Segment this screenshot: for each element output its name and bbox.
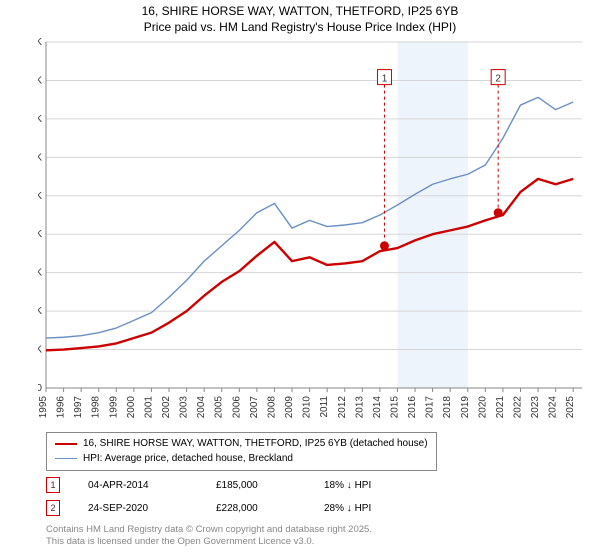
svg-text:2017: 2017 <box>425 396 436 418</box>
svg-text:2013: 2013 <box>354 396 365 418</box>
svg-text:2005: 2005 <box>214 396 225 418</box>
svg-text:2011: 2011 <box>319 396 330 418</box>
svg-text:2000: 2000 <box>126 396 137 418</box>
svg-text:1997: 1997 <box>73 396 84 418</box>
svg-text:2003: 2003 <box>179 396 190 418</box>
svg-text:£300K: £300K <box>38 152 42 163</box>
svg-text:2016: 2016 <box>407 396 418 418</box>
svg-text:2: 2 <box>495 74 501 85</box>
footer-line-2: This data is licensed under the Open Gov… <box>46 536 372 548</box>
svg-text:2019: 2019 <box>460 396 471 418</box>
svg-text:£150K: £150K <box>38 268 42 279</box>
sale-price: £185,000 <box>216 480 296 491</box>
svg-text:2004: 2004 <box>196 396 207 418</box>
svg-text:1996: 1996 <box>56 396 67 418</box>
svg-text:1: 1 <box>382 74 388 85</box>
svg-text:2025: 2025 <box>565 396 576 418</box>
chart-container: 16, SHIRE HORSE WAY, WATTON, THETFORD, I… <box>0 0 600 560</box>
sale-price: £228,000 <box>216 503 296 514</box>
legend-swatch <box>55 458 77 459</box>
svg-text:2015: 2015 <box>389 396 400 418</box>
svg-text:2006: 2006 <box>231 396 242 418</box>
svg-text:£100K: £100K <box>38 306 42 317</box>
svg-text:£450K: £450K <box>38 38 42 48</box>
svg-text:£350K: £350K <box>38 114 42 125</box>
svg-text:£0: £0 <box>38 383 42 394</box>
svg-text:1995: 1995 <box>38 396 49 418</box>
svg-text:£200K: £200K <box>38 229 42 240</box>
legend-row: HPI: Average price, detached house, Brec… <box>55 452 428 467</box>
title-line-1: 16, SHIRE HORSE WAY, WATTON, THETFORD, I… <box>0 4 600 20</box>
svg-text:2022: 2022 <box>512 396 523 418</box>
chart-svg: £0 £50K £100K £150K £200K £250K £300K £350K £400… <box>38 38 582 418</box>
svg-text:2008: 2008 <box>266 396 277 418</box>
sale-delta: 18% ↓ HPI <box>324 480 371 491</box>
svg-text:1998: 1998 <box>91 396 102 418</box>
sale-marker-icon: 1 <box>46 477 60 493</box>
legend-row: 16, SHIRE HORSE WAY, WATTON, THETFORD, I… <box>55 437 428 452</box>
sale-date: 04-APR-2014 <box>88 480 188 491</box>
svg-text:2002: 2002 <box>161 396 172 418</box>
sale-marker-icon: 2 <box>46 500 60 516</box>
svg-text:2010: 2010 <box>302 396 313 418</box>
svg-text:£400K: £400K <box>38 75 42 86</box>
svg-text:2021: 2021 <box>495 396 506 418</box>
legend-label: HPI: Average price, detached house, Brec… <box>83 452 293 467</box>
title-block: 16, SHIRE HORSE WAY, WATTON, THETFORD, I… <box>0 0 600 37</box>
chart-area: £0 £50K £100K £150K £200K £250K £300K £350K £400… <box>38 38 582 418</box>
sale-row: 2 24-SEP-2020 £228,000 28% ↓ HPI <box>46 500 371 516</box>
svg-text:2024: 2024 <box>548 396 559 418</box>
footer-attribution: Contains HM Land Registry data © Crown c… <box>46 524 372 548</box>
svg-text:2007: 2007 <box>249 396 260 418</box>
svg-text:1999: 1999 <box>108 396 119 418</box>
svg-text:2018: 2018 <box>442 396 453 418</box>
sale-date: 24-SEP-2020 <box>88 503 188 514</box>
sale-delta: 28% ↓ HPI <box>324 503 371 514</box>
footer-line-1: Contains HM Land Registry data © Crown c… <box>46 524 372 536</box>
legend-swatch <box>55 443 77 445</box>
svg-text:£250K: £250K <box>38 191 42 202</box>
legend: 16, SHIRE HORSE WAY, WATTON, THETFORD, I… <box>46 432 437 471</box>
svg-text:2009: 2009 <box>284 396 295 418</box>
svg-text:2014: 2014 <box>372 396 383 418</box>
svg-text:2023: 2023 <box>530 396 541 418</box>
title-line-2: Price paid vs. HM Land Registry's House … <box>0 20 600 36</box>
sale-row: 1 04-APR-2014 £185,000 18% ↓ HPI <box>46 477 371 493</box>
svg-text:2020: 2020 <box>477 396 488 418</box>
svg-text:£50K: £50K <box>38 345 42 356</box>
legend-label: 16, SHIRE HORSE WAY, WATTON, THETFORD, I… <box>83 437 428 452</box>
svg-text:2012: 2012 <box>337 396 348 418</box>
svg-text:2001: 2001 <box>143 396 154 418</box>
